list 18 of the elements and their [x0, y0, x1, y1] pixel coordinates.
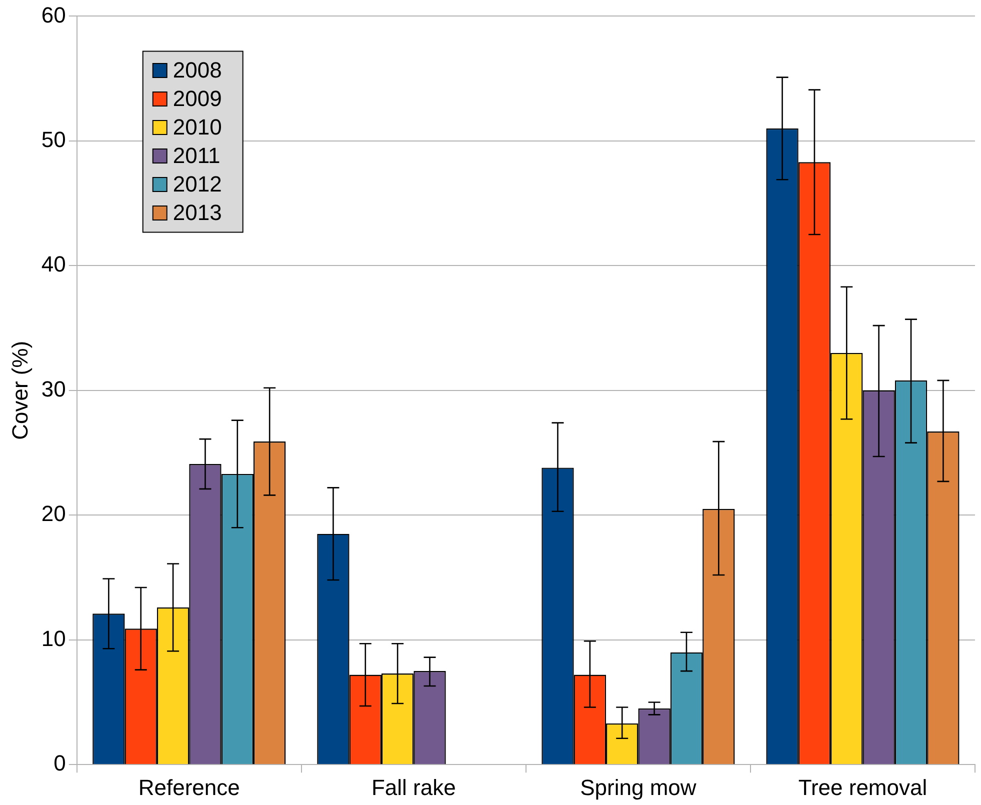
legend-label: 2008 — [172, 58, 222, 83]
x-tick-label: Reference — [138, 774, 240, 800]
y-tick-label: 60 — [41, 2, 66, 28]
y-tick-label: 50 — [41, 126, 66, 152]
y-tick-label: 40 — [41, 252, 66, 277]
y-tick-label: 10 — [41, 626, 66, 651]
legend-label: 2009 — [172, 86, 222, 112]
y-tick-label: 0 — [54, 750, 66, 776]
x-tick-label: Tree removal — [798, 774, 928, 800]
legend-label: 2013 — [172, 200, 222, 226]
legend-label: 2012 — [172, 172, 222, 197]
x-tick-label: Fall rake — [371, 774, 456, 800]
legend-label: 2010 — [172, 114, 222, 140]
y-tick-label: 20 — [41, 501, 66, 526]
x-tick-label: Spring mow — [580, 774, 696, 800]
y-axis-title: Cover (%) — [7, 340, 32, 440]
y-tick-label: 30 — [41, 376, 66, 402]
legend-label: 2011 — [172, 143, 220, 168]
